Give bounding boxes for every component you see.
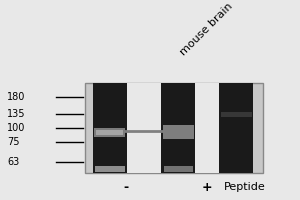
- Text: 75: 75: [7, 137, 20, 147]
- Bar: [164, 166, 193, 172]
- Text: 100: 100: [7, 123, 26, 133]
- Bar: [163, 125, 194, 139]
- Text: mouse brain: mouse brain: [178, 1, 235, 58]
- Text: 63: 63: [7, 157, 20, 167]
- Text: -: -: [124, 181, 129, 194]
- Bar: [195, 83, 219, 173]
- Bar: [85, 83, 263, 173]
- Text: 180: 180: [7, 92, 26, 102]
- Bar: [127, 83, 161, 173]
- Bar: [96, 130, 123, 135]
- Text: Peptide: Peptide: [224, 182, 266, 192]
- Bar: [220, 112, 252, 117]
- Bar: [161, 83, 195, 173]
- Bar: [95, 166, 124, 172]
- Bar: [93, 83, 127, 173]
- Bar: [94, 128, 125, 137]
- Text: 135: 135: [7, 109, 26, 119]
- Text: +: +: [201, 181, 212, 194]
- Bar: [219, 83, 253, 173]
